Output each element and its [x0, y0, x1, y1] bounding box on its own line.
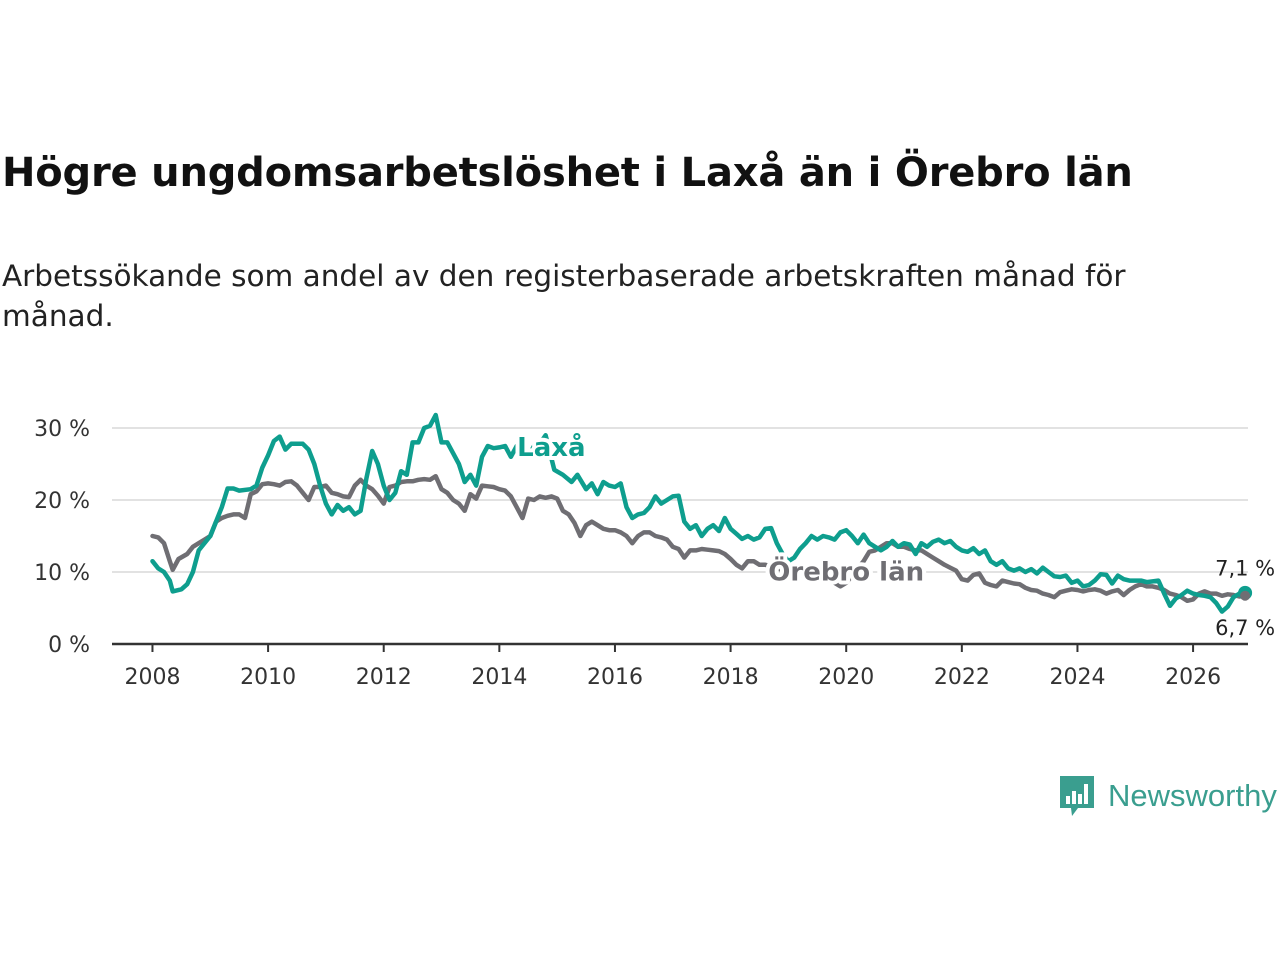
end-point-orebro-lan	[1240, 590, 1251, 601]
bar-chart-speech-bubble-icon	[1060, 776, 1094, 816]
series-line-orebro-lan	[150, 473, 1248, 604]
series-label-orebro-lan-halo: Örebro län	[768, 555, 924, 588]
x-tick-label: 2026	[1165, 665, 1221, 690]
line-chart: 0 % 10 % 20 % 30 % 2008 2010 2012 2014 2016 2018 2…	[34, 412, 1275, 690]
end-value-laxa: 7,1 %	[1215, 556, 1275, 580]
series-line-laxa	[150, 412, 1248, 614]
brand-name: Newsworthy	[1108, 778, 1277, 813]
x-tick-label: 2014	[471, 665, 527, 690]
y-tick-label: 30 %	[34, 417, 90, 442]
x-tick-label: 2016	[587, 665, 643, 690]
x-tick-label: 2024	[1049, 665, 1105, 690]
y-tick-label: 0 %	[48, 633, 90, 658]
series-label-laxa: Laxå	[517, 431, 585, 463]
x-tick-label: 2018	[703, 665, 759, 690]
chart-subtitle: Arbetssökande som andel av den registerb…	[2, 259, 1126, 333]
y-tick-label: 20 %	[34, 489, 90, 514]
newsworthy-brand[interactable]: Newsworthy	[1058, 774, 1277, 818]
x-tick-label: 2022	[934, 665, 990, 690]
series-label-laxa-halo: Laxå	[517, 431, 585, 463]
series-label-orebro-lan: Örebro län	[768, 555, 924, 588]
chart-title: Högre ungdomsarbetslöshet i Laxå än i Ör…	[2, 150, 1133, 196]
x-tick-label: 2010	[240, 665, 296, 690]
x-tick-label: 2020	[818, 665, 874, 690]
end-value-orebro-lan: 6,7 %	[1215, 616, 1275, 640]
y-tick-label: 10 %	[34, 561, 90, 586]
x-tick-label: 2008	[124, 665, 180, 690]
x-tick-label: 2012	[356, 665, 412, 690]
